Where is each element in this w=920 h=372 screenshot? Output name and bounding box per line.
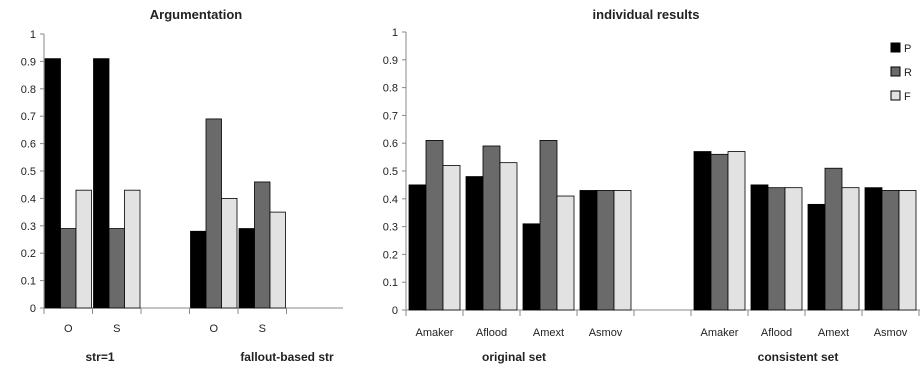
chart-title-individual-results: individual results	[593, 7, 700, 22]
bar-str-1-o-s2	[75, 189, 92, 309]
y-tick-label: 0.5	[21, 166, 36, 178]
y-tick-label: 0.2	[21, 248, 36, 260]
bar-fallout-based-str-s-s1	[254, 181, 271, 309]
y-tick-label: 0.1	[21, 276, 36, 288]
bar-fallout-based-str-o-s0	[190, 230, 207, 309]
bar-original-set-asmov-s1	[596, 190, 615, 311]
group-label-consistent-set: consistent set	[758, 350, 839, 364]
bar-str-1-o-s1	[60, 228, 77, 309]
chart-individual-results: 0 0.1 0.2 0.3 0.4 0.5 0.6 0.7 0.8 0.9 1 Amaker Afloo…	[383, 27, 920, 339]
bar-consistent-set-amext-s1	[824, 167, 843, 311]
y-tick-label: 0.4	[21, 193, 36, 205]
x-tick-label-aflood: Aflood	[761, 327, 792, 339]
y-tick-label: 0.6	[383, 138, 398, 150]
bar-str-1-s-s2	[124, 189, 141, 309]
y-tick-label: 0	[30, 303, 36, 315]
y-tick-label: 0.3	[21, 221, 36, 233]
bar-original-set-asmov-s2	[613, 190, 632, 311]
bar-original-set-amaker-s1	[425, 140, 444, 311]
y-tick-label: 0.7	[383, 110, 398, 122]
y-tick-label: 0.2	[383, 249, 398, 261]
bar-str-1-o-s0	[44, 58, 61, 309]
bar-original-set-aflood-s2	[499, 162, 518, 311]
y-tick-label: 0.6	[21, 139, 36, 151]
bar-fallout-based-str-s-s0	[238, 228, 255, 309]
legend-swatch-r	[890, 66, 901, 77]
y-tick-label: 1	[30, 29, 36, 41]
y-tick-label: 0	[392, 305, 398, 317]
bar-original-set-amaker-s2	[442, 165, 461, 311]
bar-consistent-set-aflood-s1	[767, 187, 786, 311]
bar-consistent-set-aflood-s2	[784, 187, 803, 311]
bar-str-1-s-s0	[93, 58, 110, 309]
x-tick-label-s: S	[259, 323, 266, 335]
bar-consistent-set-asmov-s0	[864, 187, 883, 311]
x-tick-label-amext: Amext	[533, 327, 564, 339]
y-tick-label: 0.9	[21, 56, 36, 68]
y-tick-label: 1	[392, 27, 398, 39]
x-tick-label-amaker: Amaker	[701, 327, 739, 339]
bar-original-set-amext-s2	[556, 195, 575, 311]
bar-consistent-set-asmov-s2	[898, 190, 917, 311]
chart-title-argumentation: Argumentation	[150, 7, 243, 22]
y-tick-label: 0.9	[383, 55, 398, 67]
bar-consistent-set-amaker-s1	[710, 153, 729, 311]
bar-original-set-aflood-s1	[482, 145, 501, 311]
x-tick-label-asmov: Asmov	[589, 327, 623, 339]
x-tick-label-s: S	[113, 323, 120, 335]
bar-original-set-amaker-s0	[408, 184, 427, 311]
bar-consistent-set-amaker-s0	[693, 151, 712, 311]
x-tick-label-amext: Amext	[818, 327, 849, 339]
group-label-str-1: str=1	[85, 350, 114, 364]
bar-fallout-based-str-o-s1	[205, 118, 222, 309]
y-tick-label: 0.7	[21, 111, 36, 123]
y-tick-label: 0.3	[383, 222, 398, 234]
legend: P R F	[890, 42, 912, 103]
bar-consistent-set-asmov-s1	[881, 190, 900, 311]
bar-fallout-based-str-o-s2	[221, 197, 238, 309]
bar-consistent-set-amext-s0	[807, 203, 826, 311]
group-label-original-set: original set	[482, 350, 546, 364]
legend-swatch-p	[890, 42, 901, 53]
bar-consistent-set-aflood-s0	[750, 184, 769, 311]
y-tick-label: 0.1	[383, 277, 398, 289]
chart-argumentation: 0 0.1 0.2 0.3 0.4 0.5 0.6 0.7 0.8 0.9 1 O S O S	[21, 29, 343, 335]
x-tick-label-asmov: Asmov	[874, 327, 908, 339]
bar-str-1-s-s1	[108, 228, 125, 309]
bar-fallout-based-str-s-s2	[269, 211, 286, 309]
bar-consistent-set-amaker-s2	[727, 151, 746, 311]
bar-original-set-asmov-s0	[579, 190, 598, 311]
group-label-fallout-based-str: fallout-based str	[240, 350, 334, 364]
x-tick-label-o: O	[209, 323, 218, 335]
bar-original-set-amext-s1	[539, 140, 558, 311]
y-tick-label: 0.8	[383, 83, 398, 95]
y-tick-label: 0.5	[383, 166, 398, 178]
legend-label-p: P	[904, 43, 911, 55]
y-tick-label: 0.8	[21, 84, 36, 96]
bar-original-set-amext-s0	[522, 223, 541, 311]
x-tick-label-o: O	[64, 323, 73, 335]
legend-label-f: F	[904, 91, 911, 103]
bar-original-set-aflood-s0	[465, 176, 484, 311]
bar-consistent-set-amext-s2	[841, 187, 860, 311]
x-tick-label-amaker: Amaker	[416, 327, 454, 339]
legend-label-r: R	[904, 67, 912, 79]
x-tick-label-aflood: Aflood	[476, 327, 507, 339]
legend-swatch-f	[890, 90, 901, 101]
y-tick-label: 0.4	[383, 194, 398, 206]
